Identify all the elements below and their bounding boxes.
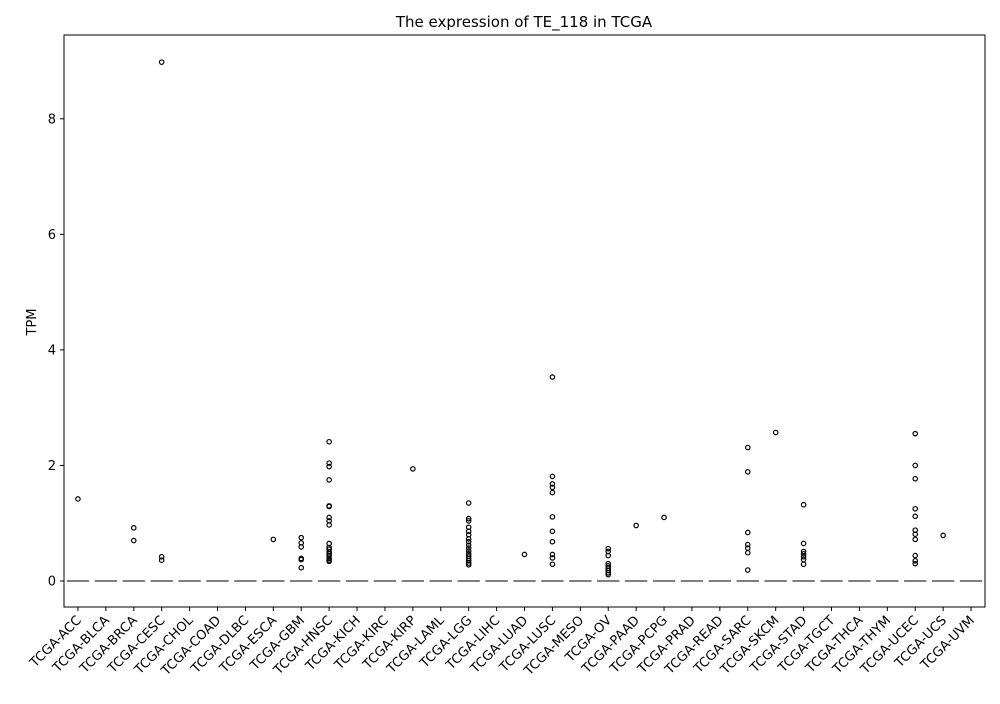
outlier-point <box>326 477 332 483</box>
outlier-point <box>298 544 305 550</box>
y-tick-label: 0 <box>48 575 56 590</box>
outlier-point <box>326 503 332 510</box>
outlier-point <box>912 513 919 520</box>
outlier-point <box>912 505 919 512</box>
outlier-point <box>912 531 919 538</box>
outlier-point <box>465 542 472 548</box>
outlier-point <box>549 551 556 558</box>
outlier-point <box>744 567 751 573</box>
outlier-point <box>940 532 946 539</box>
outlier-point <box>549 374 556 380</box>
outlier-point <box>465 515 472 522</box>
outlier-point <box>800 548 807 555</box>
outlier-point <box>744 444 751 451</box>
outlier-point <box>912 552 919 559</box>
outlier-point <box>800 501 807 508</box>
outlier-point <box>800 540 807 547</box>
outlier-point <box>744 541 751 548</box>
outlier-point <box>326 549 332 555</box>
outlier-point <box>465 560 472 566</box>
outlier-point <box>326 438 332 445</box>
outlier-point <box>549 481 556 487</box>
y-axis-label: TPM <box>25 309 40 337</box>
outlier-point <box>326 555 332 562</box>
outlier-point <box>410 466 416 472</box>
plot-area: 02468TCGA-ACCTCGA-BLCATCGA-BRCATCGA-CESC… <box>27 59 983 679</box>
outlier-point <box>326 514 332 521</box>
outlier-point <box>298 556 305 563</box>
outlier-point <box>912 462 919 469</box>
outlier-point <box>549 528 556 535</box>
y-tick-label: 4 <box>48 343 56 358</box>
outlier-point <box>130 525 137 531</box>
chart-title: The expression of TE_118 in TCGA <box>395 13 653 32</box>
outlier-point <box>158 59 165 65</box>
outlier-point <box>465 562 472 568</box>
outlier-point <box>912 430 919 437</box>
y-tick-label: 2 <box>48 459 56 474</box>
outlier-point <box>800 551 807 557</box>
outlier-point <box>465 548 472 554</box>
outlier-point <box>270 536 277 543</box>
outlier-point <box>549 473 556 480</box>
outlier-point <box>465 545 472 551</box>
outlier-point <box>549 514 556 520</box>
outlier-point <box>521 551 528 558</box>
outlier-point <box>75 496 81 502</box>
outlier-point <box>605 545 612 552</box>
outlier-point <box>326 460 332 466</box>
outlier-point <box>912 536 919 543</box>
outlier-point <box>465 536 472 542</box>
outlier-point <box>800 561 807 568</box>
outlier-point <box>772 429 779 436</box>
outlier-point <box>465 528 472 535</box>
outlier-point <box>605 570 612 576</box>
outlier-point <box>298 564 305 571</box>
outlier-point <box>158 557 165 564</box>
outlier-point <box>912 475 919 482</box>
outlier-point <box>465 538 472 545</box>
outlier-point <box>158 553 165 560</box>
outlier-point <box>130 537 137 544</box>
outlier-point <box>326 558 332 565</box>
outlier-point <box>605 552 612 559</box>
outlier-point <box>633 522 639 529</box>
outlier-point <box>912 557 919 564</box>
outlier-point <box>465 500 472 506</box>
outlier-point <box>326 522 332 528</box>
outlier-point <box>465 518 472 524</box>
outlier-point <box>549 489 556 496</box>
outlier-point <box>744 529 751 536</box>
outlier-point <box>549 484 556 491</box>
y-tick-label: 6 <box>48 228 56 243</box>
outlier-point <box>744 468 751 475</box>
outlier-point <box>549 561 556 568</box>
outlier-point <box>800 553 807 560</box>
outlier-point <box>326 463 332 470</box>
outlier-point <box>549 538 556 545</box>
axes-frame <box>63 34 986 608</box>
outlier-point <box>912 560 919 567</box>
outlier-point <box>605 571 612 578</box>
outlier-point <box>549 555 556 561</box>
outlier-point <box>298 534 305 541</box>
outlier-point <box>800 556 807 563</box>
outlier-point <box>744 549 751 556</box>
outlier-point <box>661 514 667 521</box>
y-tick-label: 8 <box>48 112 56 127</box>
